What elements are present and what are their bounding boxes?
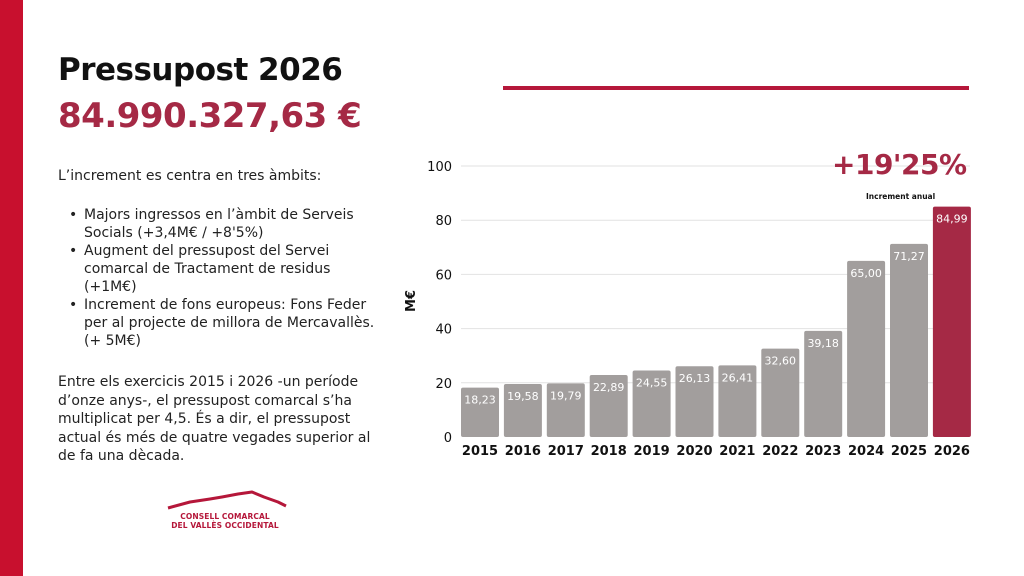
intro-text: L’increment es centra en tres àmbits: [58, 168, 322, 184]
x-tick-label: 2026 [934, 444, 970, 459]
y-axis-label: M€ [404, 290, 419, 312]
bar [461, 387, 499, 437]
x-tick-label: 2023 [805, 444, 841, 459]
y-tick-label: 100 [427, 160, 452, 175]
bar [847, 260, 886, 437]
budget-amount: 84.990.327,63 € [58, 96, 362, 136]
bar-value-label: 19,79 [550, 389, 582, 402]
bar [589, 374, 628, 437]
y-tick-label: 20 [435, 377, 452, 392]
mountain-logo-icon [167, 490, 287, 510]
y-tick-label: 80 [435, 214, 452, 229]
logo-text: CONSELL COMARCAL DEL VALLÈS OCCIDENTAL [160, 512, 290, 530]
bar [503, 383, 542, 437]
bullet-item: Augment del pressupost del Servei comarc… [69, 242, 384, 296]
bar-value-label: 39,18 [807, 337, 839, 350]
x-tick-label: 2016 [505, 444, 541, 459]
bar-value-label: 24,55 [636, 376, 668, 389]
x-tick-label: 2022 [762, 444, 798, 459]
bar-value-label: 65,00 [850, 267, 882, 280]
bar [546, 383, 585, 437]
bar-value-label: 26,13 [679, 372, 711, 385]
side-accent-bar [0, 0, 23, 576]
annual-increase-label: Increment anual [866, 192, 936, 201]
page-title: Pressupost 2026 [58, 52, 343, 88]
bar-value-label: 22,89 [593, 381, 625, 394]
y-tick-label: 0 [444, 431, 452, 446]
accent-divider [503, 86, 969, 90]
bullet-list: Majors ingressos en l’àmbit de Serveis S… [69, 206, 384, 350]
summary-paragraph: Entre els exercicis 2015 i 2026 -un perí… [58, 374, 371, 464]
bar-value-label: 18,23 [464, 394, 496, 407]
x-tick-label: 2025 [891, 444, 927, 459]
x-tick-label: 2024 [848, 444, 884, 459]
x-tick-label: 2017 [548, 444, 584, 459]
bar-value-label: 32,60 [765, 355, 797, 368]
bar [718, 365, 757, 437]
bar-value-label: 84,99 [936, 213, 968, 226]
bar [804, 330, 843, 437]
annual-increase-value: +19'25% [832, 148, 967, 181]
bullet-item: Majors ingressos en l’àmbit de Serveis S… [69, 206, 384, 242]
bar [890, 243, 928, 437]
bar-value-label: 19,58 [507, 390, 539, 403]
x-tick-label: 2015 [462, 444, 498, 459]
x-tick-label: 2021 [719, 444, 755, 459]
bar-value-label: 71,27 [893, 250, 925, 263]
bullet-item: Increment de fons europeus: Fons Feder p… [69, 296, 384, 350]
x-tick-label: 2020 [676, 444, 712, 459]
x-tick-label: 2018 [591, 444, 627, 459]
bar [761, 348, 800, 437]
bar [675, 366, 714, 437]
logo-line-2: DEL VALLÈS OCCIDENTAL [171, 521, 279, 530]
x-tick-label: 2019 [634, 444, 670, 459]
y-tick-label: 40 [435, 323, 452, 338]
bar-value-label: 26,41 [722, 371, 754, 384]
bar [932, 206, 971, 437]
logo-line-1: CONSELL COMARCAL [180, 512, 270, 521]
bar [632, 370, 671, 437]
y-tick-label: 60 [435, 268, 452, 283]
logo: CONSELL COMARCAL DEL VALLÈS OCCIDENTAL [160, 488, 290, 536]
